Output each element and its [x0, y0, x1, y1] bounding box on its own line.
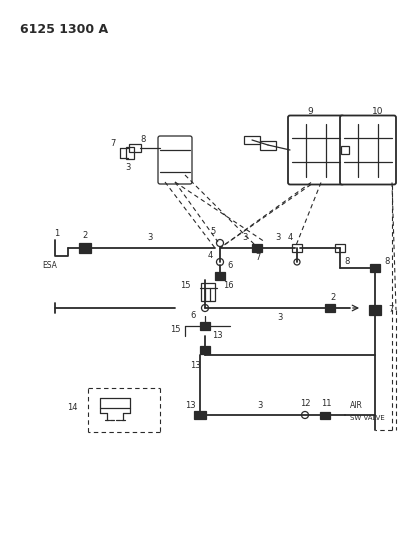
FancyBboxPatch shape [288, 116, 344, 184]
Text: 3: 3 [277, 313, 283, 322]
Text: 4: 4 [287, 233, 293, 243]
Bar [341, 146, 349, 154]
Bar [370, 264, 380, 272]
Text: 12: 12 [300, 399, 310, 408]
Text: 2: 2 [330, 293, 336, 302]
Text: AIR: AIR [350, 400, 363, 409]
Text: 8: 8 [140, 135, 146, 144]
Bar [252, 244, 262, 252]
Text: 3: 3 [275, 233, 281, 243]
Bar [201, 283, 215, 301]
Text: 13: 13 [212, 332, 222, 341]
Text: 7: 7 [110, 139, 116, 148]
Text: 15: 15 [170, 326, 180, 335]
Text: 5: 5 [211, 228, 215, 237]
Text: 3: 3 [242, 233, 248, 243]
Text: 1: 1 [54, 229, 60, 238]
FancyBboxPatch shape [340, 116, 396, 184]
Text: 8: 8 [344, 257, 350, 266]
Bar [292, 244, 302, 252]
Bar [200, 346, 210, 354]
Text: 11: 11 [321, 399, 331, 408]
Text: 6: 6 [190, 311, 196, 320]
Text: 3: 3 [257, 400, 263, 409]
Bar [325, 304, 335, 312]
Text: 6: 6 [227, 262, 233, 271]
Text: ESA: ESA [42, 262, 58, 271]
Text: 7: 7 [255, 254, 261, 262]
Bar [129, 144, 141, 152]
Text: 6125 1300 A: 6125 1300 A [20, 23, 109, 36]
Bar [260, 141, 276, 149]
Text: 16: 16 [223, 281, 233, 290]
Bar [244, 136, 260, 144]
Bar [215, 272, 225, 280]
Bar [335, 244, 345, 252]
Text: 4: 4 [207, 252, 213, 261]
Bar [200, 322, 210, 330]
Text: 2: 2 [82, 231, 88, 240]
Text: SW VALVE: SW VALVE [350, 415, 385, 421]
Text: 3: 3 [147, 233, 153, 243]
Text: 14: 14 [67, 403, 78, 413]
Text: 9: 9 [307, 107, 313, 116]
Text: 3: 3 [125, 164, 131, 173]
Text: 7: 7 [388, 305, 394, 314]
Bar [320, 411, 330, 418]
Bar [79, 243, 91, 253]
Bar [194, 411, 206, 419]
Text: 13: 13 [190, 360, 200, 369]
Bar [126, 147, 134, 159]
Text: 15: 15 [180, 281, 190, 290]
Text: 8: 8 [384, 257, 390, 266]
Text: 10: 10 [372, 107, 384, 116]
FancyBboxPatch shape [158, 136, 192, 184]
Text: 13: 13 [185, 400, 195, 409]
Bar [369, 305, 381, 315]
